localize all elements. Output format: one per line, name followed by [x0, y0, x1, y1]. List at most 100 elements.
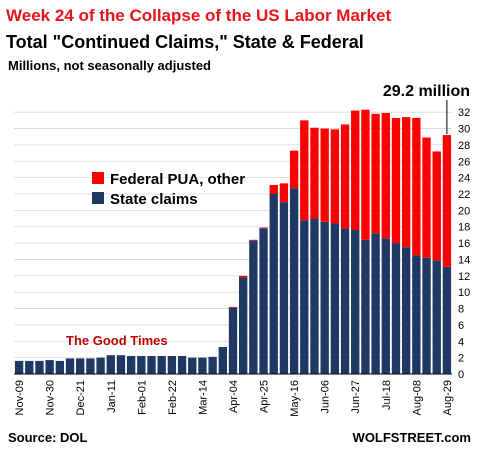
- bar-state-claims: [147, 356, 156, 374]
- bar-state-claims: [239, 277, 248, 374]
- y-tick-label: 22: [458, 189, 470, 201]
- bar-federal-pua: [289, 150, 299, 189]
- bars: [14, 109, 452, 374]
- bar-federal-pua: [310, 127, 319, 219]
- y-tick-label: 16: [458, 238, 470, 250]
- x-tick-label: Aug-29: [442, 380, 454, 415]
- bar-federal-pua: [228, 306, 238, 308]
- bar-federal-pua: [371, 113, 380, 234]
- y-tick-label: 20: [458, 205, 470, 217]
- x-tick-label: Mar-14: [197, 380, 209, 415]
- bar-state-claims: [289, 188, 299, 374]
- y-tick-label: 30: [458, 124, 470, 136]
- bar-federal-pua: [340, 124, 350, 229]
- x-tick-label: Jun-06: [320, 380, 332, 414]
- y-tick-label: 18: [458, 222, 470, 234]
- y-tick-label: 26: [458, 156, 470, 168]
- x-tick-label: Aug-08: [411, 380, 423, 415]
- bar-federal-pua: [300, 120, 309, 221]
- y-tick-label: 28: [458, 140, 470, 152]
- bar-federal-pua: [269, 185, 278, 194]
- legend-label-state: State claims: [110, 191, 198, 208]
- bar-state-claims: [14, 360, 24, 374]
- x-tick-label: Jan-11: [106, 380, 118, 413]
- legend-label-federal: Federal PUA, other: [110, 171, 245, 188]
- bar-federal-pua: [330, 129, 340, 224]
- x-axis: Nov-09 Nov-30 Dec-21 Jan-11 Feb-01 Feb-22 Mar-…: [14, 380, 454, 417]
- legend-swatch-state: [92, 192, 104, 204]
- bar-state-claims: [300, 220, 309, 374]
- bar-federal-pua: [422, 137, 431, 258]
- bar-state-claims: [320, 221, 329, 374]
- x-tick-label: Nov-30: [45, 380, 57, 415]
- y-tick-label: 6: [458, 320, 464, 332]
- bar-federal-pua: [351, 110, 360, 230]
- legend-swatch-federal: [92, 172, 104, 184]
- bar-state-claims: [310, 218, 319, 374]
- bar-federal-pua: [442, 135, 452, 267]
- bar-state-claims: [432, 260, 441, 374]
- y-tick-label: 10: [458, 287, 470, 299]
- y-tick-label: 2: [458, 353, 464, 365]
- y-tick-label: 0: [458, 369, 464, 381]
- x-tick-label: Feb-22: [167, 380, 179, 415]
- bar-state-claims: [55, 360, 65, 374]
- y-tick-label: 12: [458, 271, 470, 283]
- y-tick-label: 4: [458, 336, 464, 348]
- latest-value-callout: 29.2 million: [383, 83, 470, 100]
- y-tick-label: 24: [458, 173, 470, 185]
- good-times-annotation: The Good Times: [66, 333, 168, 348]
- bar-state-claims: [126, 356, 136, 374]
- bar-federal-pua: [381, 113, 390, 239]
- bar-federal-pua: [279, 183, 289, 203]
- bar-state-claims: [96, 357, 105, 374]
- bar-state-claims: [76, 358, 85, 374]
- y-tick-label: 32: [458, 107, 470, 119]
- bar-federal-pua: [391, 117, 401, 244]
- bar-state-claims: [137, 356, 146, 374]
- bar-state-claims: [371, 233, 380, 374]
- bar-state-claims: [208, 356, 217, 374]
- bar-federal-pua: [401, 117, 411, 248]
- bar-state-claims: [361, 239, 370, 374]
- bar-state-claims: [218, 347, 227, 374]
- x-tick-label: Nov-09: [14, 380, 26, 415]
- bar-state-claims: [412, 255, 421, 374]
- bar-federal-pua: [259, 227, 268, 229]
- x-tick-label: Jul-18: [381, 380, 393, 410]
- bar-state-claims: [157, 356, 166, 374]
- bar-state-claims: [65, 358, 75, 374]
- bar-federal-pua: [320, 128, 329, 222]
- bar-state-claims: [116, 355, 126, 374]
- bar-state-claims: [167, 356, 177, 374]
- bar-state-claims: [442, 266, 452, 374]
- bar-federal-pua: [361, 109, 370, 240]
- x-tick-label: Apr-25: [259, 380, 271, 413]
- units-label: Millions, not seasonally adjusted: [8, 58, 211, 73]
- y-tick-label: 8: [458, 304, 464, 316]
- source-note: Source: DOL: [8, 430, 88, 445]
- bar-state-claims: [228, 307, 238, 374]
- bar-state-claims: [249, 240, 258, 374]
- x-tick-label: Dec-21: [75, 380, 87, 415]
- bar-state-claims: [330, 223, 340, 374]
- bar-state-claims: [188, 357, 197, 374]
- bar-state-claims: [351, 230, 360, 374]
- x-tick-label: May-16: [289, 380, 301, 417]
- bar-state-claims: [401, 247, 411, 374]
- chart-subtitle: Total "Continued Claims," State & Federa…: [6, 32, 364, 52]
- bar-state-claims: [259, 228, 268, 374]
- bar-state-claims: [381, 238, 390, 374]
- bar-state-claims: [106, 355, 115, 374]
- brand-logo: WOLFSTREET.com: [352, 430, 471, 445]
- bar-state-claims: [86, 358, 95, 374]
- bar-federal-pua: [432, 151, 441, 261]
- bar-state-claims: [198, 357, 207, 374]
- bar-federal-pua: [412, 117, 421, 256]
- x-tick-label: Feb-01: [136, 380, 148, 415]
- bar-state-claims: [340, 228, 350, 374]
- y-tick-label: 14: [458, 254, 470, 266]
- bar-state-claims: [25, 360, 34, 374]
